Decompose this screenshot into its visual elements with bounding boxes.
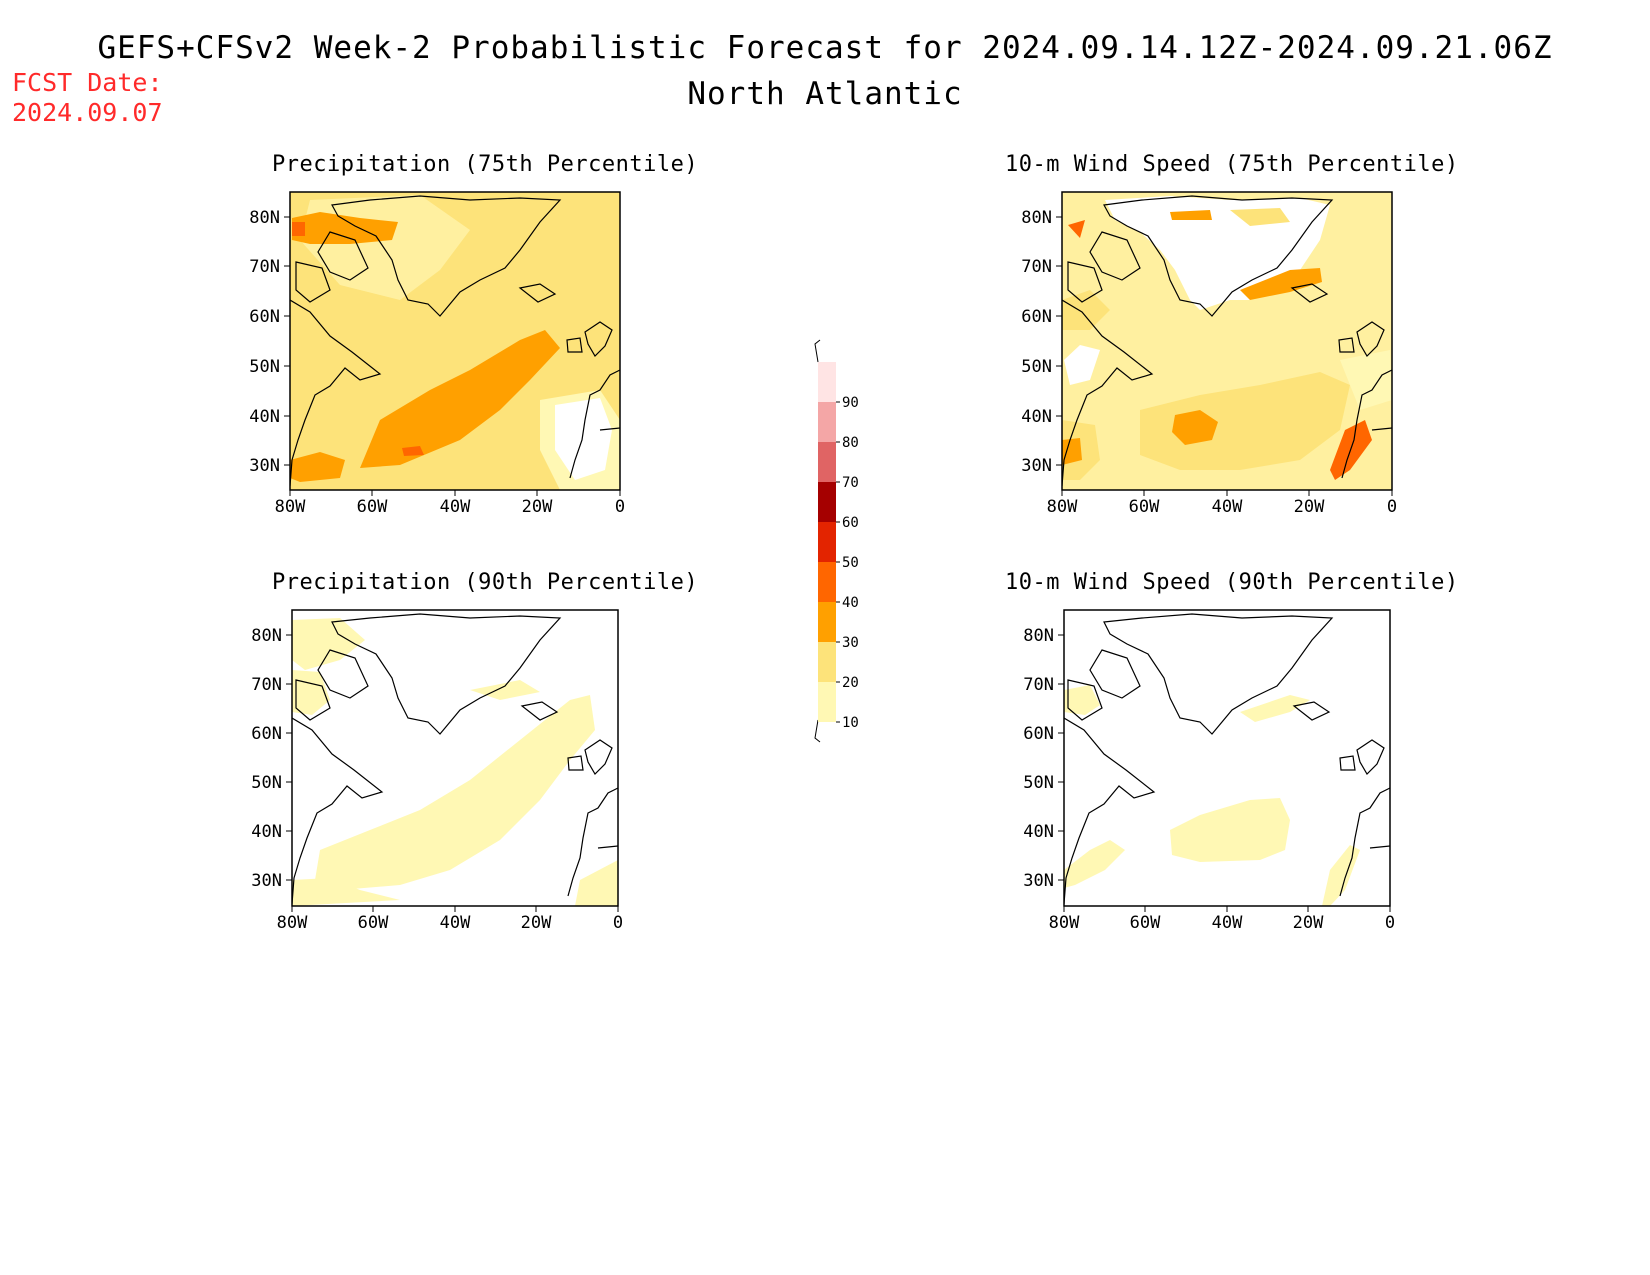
- probability-shading: [292, 610, 618, 906]
- lon-label-20w: 20W: [522, 497, 553, 517]
- map-panel-wind-90: 80N 70N 60N 50N 40N 30N 80W 60W 40W 20W …: [1023, 609, 1395, 933]
- coastline: [1062, 195, 1392, 487]
- lat-label-50n: 50N: [251, 773, 282, 793]
- coastline: [1064, 613, 1390, 905]
- lon-label-20w: 20W: [1293, 913, 1324, 933]
- lat-label-60n: 60N: [1023, 724, 1054, 744]
- panel-title-precip-90: Precipitation (90th Percentile): [272, 570, 699, 595]
- lat-label-70n: 70N: [1021, 257, 1052, 277]
- colorbar-label: 10: [842, 715, 859, 731]
- colorbar-segment-1: [818, 682, 836, 722]
- colorbar-segment-4: [818, 562, 836, 602]
- coastline: [292, 613, 618, 905]
- lon-label-0: 0: [1385, 913, 1395, 933]
- lon-label-0: 0: [1387, 497, 1397, 517]
- colorbar-label: 70: [842, 475, 859, 491]
- lat-label-40n: 40N: [1021, 407, 1052, 427]
- probability-shading: [290, 192, 620, 490]
- lat-label-80n: 80N: [249, 208, 280, 228]
- colorbar-label: 60: [842, 515, 859, 531]
- lon-axis: 80W 60W 40W 20W 0: [1047, 490, 1397, 517]
- lon-label-40w: 40W: [1212, 913, 1243, 933]
- lat-label-30n: 30N: [1021, 456, 1052, 476]
- lat-label-70n: 70N: [1023, 675, 1054, 695]
- lon-axis: 80W 60W 40W 20W 0: [275, 490, 625, 517]
- lon-label-20w: 20W: [1294, 497, 1325, 517]
- colorbar-label: 50: [842, 555, 859, 571]
- panel-title-precip-75: Precipitation (75th Percentile): [272, 152, 699, 177]
- lat-label-40n: 40N: [251, 822, 282, 842]
- colorbar-label: 20: [842, 675, 859, 691]
- lon-label-40w: 40W: [440, 497, 471, 517]
- probability-shading: [1064, 610, 1390, 906]
- lon-label-80w: 80W: [275, 497, 306, 517]
- lon-label-0: 0: [615, 497, 625, 517]
- map-panel-wind-75: 80N 70N 60N 50N 40N 30N 80W 60W 40W 20W …: [1021, 191, 1397, 517]
- colorbar-segment-9: [818, 362, 836, 402]
- colorbar-label: 90: [842, 395, 859, 411]
- lat-label-80n: 80N: [1023, 626, 1054, 646]
- lat-axis: 80N 70N 60N 50N 40N 30N: [1021, 208, 1062, 476]
- lon-axis: 80W 60W 40W 20W 0: [277, 906, 623, 933]
- colorbar-segment-3: [818, 602, 836, 642]
- lat-axis: 80N 70N 60N 50N 40N 30N: [249, 208, 290, 476]
- colorbar-label: 80: [842, 435, 859, 451]
- lat-label-40n: 40N: [249, 407, 280, 427]
- probability-shading: [1062, 192, 1392, 490]
- lat-label-60n: 60N: [251, 724, 282, 744]
- lat-label-40n: 40N: [1023, 822, 1054, 842]
- lat-label-30n: 30N: [249, 456, 280, 476]
- lon-label-60w: 60W: [358, 913, 389, 933]
- lon-label-20w: 20W: [521, 913, 552, 933]
- lat-label-70n: 70N: [251, 675, 282, 695]
- lat-label-60n: 60N: [249, 307, 280, 327]
- colorbar-segment-2: [818, 642, 836, 682]
- region-subtitle: North Atlantic: [687, 76, 963, 112]
- map-panel-precip-75: 80N 70N 60N 50N 40N 30N 80W 60W 40W 20W …: [249, 191, 625, 517]
- lat-label-60n: 60N: [1021, 307, 1052, 327]
- lat-label-50n: 50N: [249, 357, 280, 377]
- lat-label-80n: 80N: [251, 626, 282, 646]
- forecast-date-value: 2024.09.07: [12, 98, 163, 127]
- panel-title-wind-90: 10-m Wind Speed (90th Percentile): [1005, 570, 1459, 595]
- lon-label-40w: 40W: [1212, 497, 1243, 517]
- lat-label-70n: 70N: [249, 257, 280, 277]
- lon-label-80w: 80W: [1049, 913, 1080, 933]
- colorbar-segment-5: [818, 522, 836, 562]
- lat-label-30n: 30N: [251, 871, 282, 891]
- map-panel-precip-90: 80N 70N 60N 50N 40N 30N 80W 60W 40W 20W …: [251, 609, 623, 933]
- lon-label-80w: 80W: [1047, 497, 1078, 517]
- lon-axis: 80W 60W 40W 20W 0: [1049, 906, 1395, 933]
- lon-label-60w: 60W: [1130, 913, 1161, 933]
- colorbar-segment-8: [818, 402, 836, 442]
- lon-label-40w: 40W: [440, 913, 471, 933]
- panel-title-wind-75: 10-m Wind Speed (75th Percentile): [1005, 152, 1459, 177]
- lat-label-80n: 80N: [1021, 208, 1052, 228]
- colorbar-segment-7: [818, 442, 836, 482]
- lon-label-0: 0: [613, 913, 623, 933]
- lat-label-30n: 30N: [1023, 871, 1054, 891]
- lat-axis: 80N 70N 60N 50N 40N 30N: [1023, 626, 1064, 891]
- colorbar-top-cap: [814, 339, 821, 363]
- colorbar-label: 30: [842, 635, 859, 651]
- colorbar-bottom-cap: [814, 719, 821, 743]
- colorbar-segment-6: [818, 482, 836, 522]
- lat-axis: 80N 70N 60N 50N 40N 30N: [251, 626, 292, 891]
- lon-label-60w: 60W: [1129, 497, 1160, 517]
- colorbar-label: 40: [842, 595, 859, 611]
- figure-title: GEFS+CFSv2 Week-2 Probabilistic Forecast…: [97, 30, 1553, 66]
- forecast-date-label: FCST Date:: [12, 68, 163, 97]
- lon-label-80w: 80W: [277, 913, 308, 933]
- coastline: [290, 195, 620, 487]
- lon-label-60w: 60W: [357, 497, 388, 517]
- lat-label-50n: 50N: [1021, 357, 1052, 377]
- lat-label-50n: 50N: [1023, 773, 1054, 793]
- colorbar: 10 20 30 40 50 60 70 80 90: [814, 339, 859, 743]
